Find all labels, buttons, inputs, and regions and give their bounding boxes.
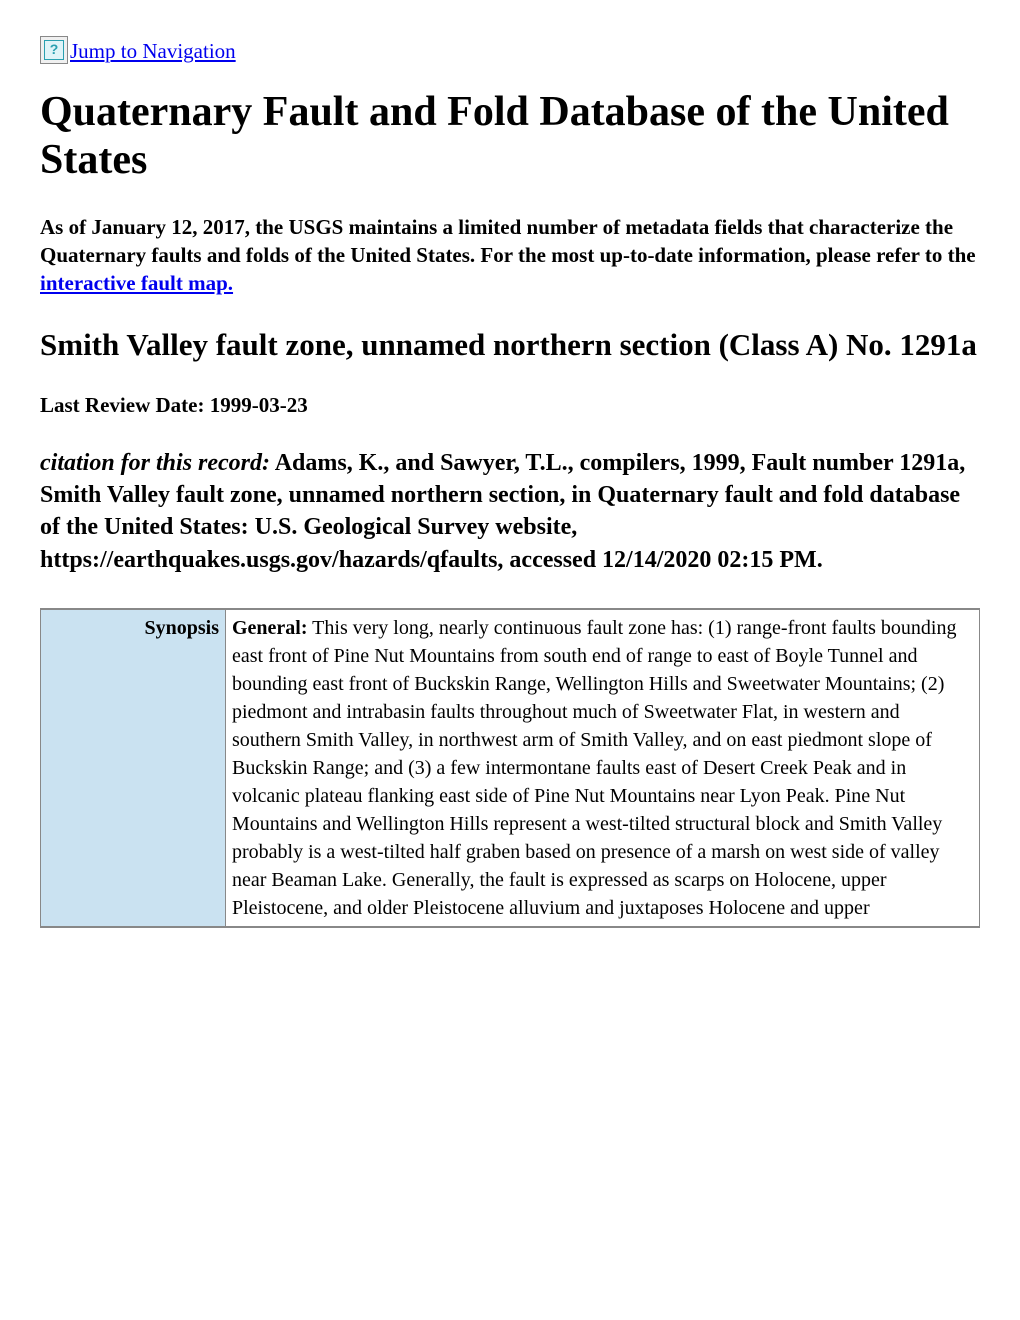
record-heading: Smith Valley fault zone, unnamed norther…	[40, 326, 980, 365]
page-title: Quaternary Fault and Fold Database of th…	[40, 88, 980, 185]
table-row: Synopsis General: This very long, nearly…	[41, 609, 980, 927]
interactive-fault-map-link[interactable]: interactive fault map.	[40, 271, 233, 295]
value-label: General:	[232, 617, 308, 639]
row-label: Synopsis	[41, 609, 226, 927]
nav-link-row: ? Jump to Navigation	[40, 36, 980, 64]
citation-block: citation for this record: Adams, K., and…	[40, 447, 980, 577]
citation-label: citation for this record:	[40, 450, 270, 476]
notice-paragraph: As of January 12, 2017, the USGS maintai…	[40, 213, 980, 298]
row-value: General: This very long, nearly continuo…	[226, 609, 980, 927]
notice-text: As of January 12, 2017, the USGS maintai…	[40, 215, 976, 267]
jump-to-navigation-link[interactable]: Jump to Navigation	[70, 38, 236, 64]
review-date: Last Review Date: 1999-03-23	[40, 392, 980, 418]
missing-image-icon: ?	[40, 36, 68, 64]
value-text: This very long, nearly continuous fault …	[232, 617, 956, 919]
question-icon: ?	[44, 40, 64, 60]
record-table: Synopsis General: This very long, nearly…	[40, 608, 980, 928]
